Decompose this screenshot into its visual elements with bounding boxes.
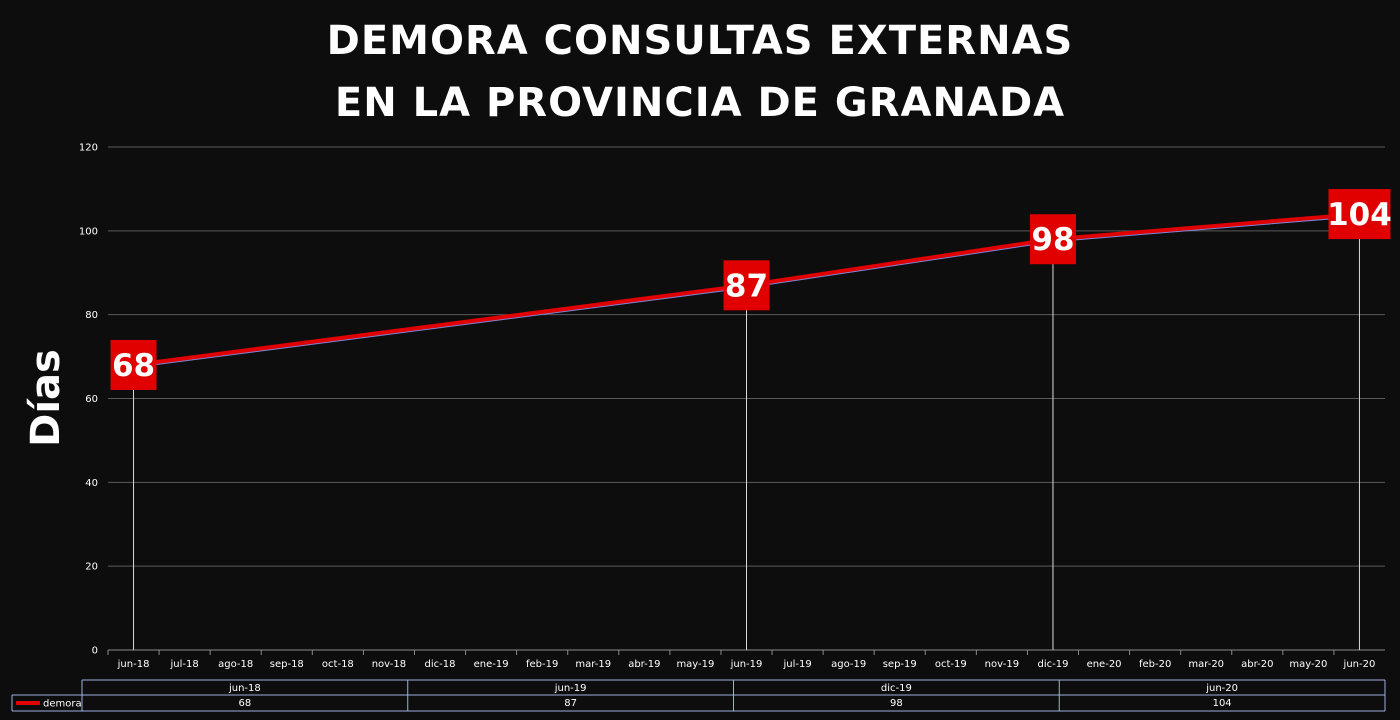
data-labels: 68 87 98 104 (110, 189, 1392, 390)
data-label: 98 (1029, 214, 1076, 265)
x-tick-label: oct-19 (935, 659, 967, 670)
x-tick-label: abr-19 (628, 659, 660, 670)
table-value-cell: 104 (1213, 698, 1232, 709)
x-tick-label: may-20 (1289, 659, 1327, 670)
x-tick-label: ene-20 (1087, 659, 1122, 670)
x-tick-label: oct-18 (322, 659, 354, 670)
data-label-box (1328, 189, 1391, 240)
y-tick-label: 40 (85, 478, 98, 489)
x-tick-label: feb-20 (1139, 659, 1171, 670)
data-label: 87 (723, 260, 770, 311)
x-tick-label: nov-19 (985, 659, 1019, 670)
x-tick-label: mar-20 (1188, 659, 1224, 670)
table-header-cell: jun-20 (1205, 683, 1238, 694)
x-tick-label: may-19 (676, 659, 714, 670)
x-tick-label: ago-18 (218, 659, 253, 670)
table-header-cell: dic-19 (881, 683, 912, 694)
table-value-cell: 68 (239, 698, 252, 709)
data-label-text: 104 (1327, 197, 1392, 233)
y-tick-label: 0 (92, 646, 98, 657)
table-value-cell: 87 (564, 698, 577, 709)
x-tick-label: feb-19 (526, 659, 558, 670)
x-tick-label: nov-18 (372, 659, 406, 670)
x-tick-label: jun-18 (117, 659, 150, 670)
x-tick-label: mar-19 (575, 659, 611, 670)
y-tick-label: 120 (79, 143, 98, 154)
data-label-box (723, 260, 770, 311)
x-tick-labels: jun-18 jul-18 ago-18 sep-18 oct-18 nov-18 dic-… (107, 650, 1376, 670)
y-tick-label: 100 (79, 226, 98, 237)
data-label-box (1029, 214, 1076, 265)
x-tick-label: ago-19 (831, 659, 866, 670)
data-label: 104 (1327, 189, 1392, 240)
data-label-text: 68 (112, 348, 155, 384)
y-tick-label: 60 (85, 394, 98, 405)
y-tick-label: 20 (85, 562, 98, 573)
table-value-cell: 98 (890, 698, 903, 709)
data-table: jun-18 jun-19 dic-19 jun-20 68 87 98 104 demora (11, 679, 1386, 712)
data-label-box (110, 339, 157, 390)
x-tick-label: dic-18 (425, 659, 456, 670)
chart-title-line-1: DEMORA CONSULTAS EXTERNAS (326, 18, 1074, 64)
x-tick-label: abr-20 (1241, 659, 1273, 670)
x-tick-label: sep-18 (270, 659, 304, 670)
drop-lines (133, 214, 1360, 650)
y-tick-labels: 0 20 40 60 80 100 120 (79, 143, 98, 657)
data-label: 68 (110, 339, 157, 390)
x-tick-label: jun-19 (730, 659, 763, 670)
x-tick-label: jul-18 (170, 659, 199, 670)
table-row-label: demora (43, 699, 82, 710)
y-tick-label: 80 (85, 310, 98, 321)
chart-title-line-2: EN LA PROVINCIA DE GRANADA (334, 80, 1066, 126)
data-label-text: 98 (1031, 222, 1074, 258)
table-header-cell: jun-19 (554, 683, 587, 694)
x-tick-label: ene-19 (474, 659, 509, 670)
series-line (133, 212, 1360, 368)
data-label-text: 87 (725, 268, 768, 304)
x-tick-label: jul-19 (782, 659, 811, 670)
x-tick-label: dic-19 (1037, 659, 1068, 670)
x-tick-label: jun-20 (1343, 659, 1376, 670)
table-header-cell: jun-18 (228, 683, 261, 694)
x-tick-label: sep-19 (883, 659, 917, 670)
series-line-demora (133, 212, 1360, 367)
